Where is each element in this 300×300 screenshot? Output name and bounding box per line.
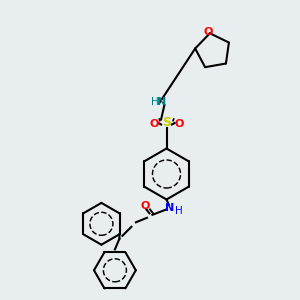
Text: N: N	[165, 203, 174, 213]
Text: O: O	[204, 27, 213, 37]
Text: H: H	[151, 97, 158, 107]
Text: O: O	[174, 119, 184, 130]
Text: O: O	[140, 201, 150, 211]
Text: S: S	[162, 116, 171, 130]
Text: N: N	[158, 97, 166, 107]
Text: H: H	[175, 206, 182, 216]
Text: O: O	[149, 119, 159, 130]
